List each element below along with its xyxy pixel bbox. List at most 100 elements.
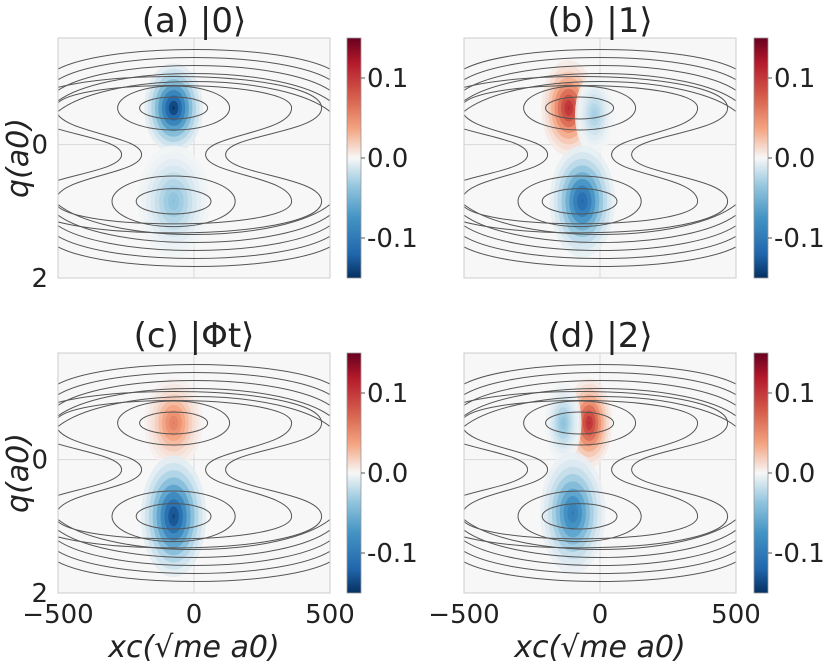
contour-outer-bottom-2 [58, 550, 330, 574]
subplot-title: (a) |0⟩ [142, 1, 247, 41]
density-level [172, 199, 176, 204]
plot-area [464, 353, 736, 593]
contour-outer-bottom-5 [464, 203, 736, 235]
plot-area [58, 353, 330, 593]
contour-well-bottom-2 [517, 175, 642, 228]
contour-outer-bottom-2 [464, 235, 736, 259]
density-level [571, 510, 575, 516]
colorbar-gradient [347, 353, 361, 593]
subplot-title: (d) |2⟩ [547, 316, 652, 356]
density-level [172, 106, 175, 110]
contour-hourglass-1 [464, 85, 699, 225]
contour-outer-top-3 [464, 65, 736, 92]
contour-outer-bottom-2 [58, 235, 330, 259]
contour-hourglass-1 [58, 400, 293, 540]
potential-contours [58, 364, 330, 582]
contour-outer-bottom-4 [58, 214, 330, 243]
colorbar-tick-label: 0.0 [367, 459, 408, 489]
contour-outer-bottom-3 [464, 539, 736, 566]
colorbar-tick-label: 0.1 [774, 379, 815, 409]
x-axis-label: xc(√me a0) [513, 630, 685, 665]
contour-outer-bottom-5 [464, 518, 736, 550]
x-tick-label: −500 [428, 600, 499, 630]
contour-hourglass-2 [58, 76, 323, 234]
subplot-title: (b) |1⟩ [547, 1, 652, 41]
y-axis-label: q(a0) [1, 433, 36, 513]
contour-outer-top-5 [58, 396, 330, 428]
contour-well-top-1 [139, 411, 209, 435]
contour-well-bottom-2 [517, 490, 642, 543]
colorbar-tick-label: 0.1 [367, 379, 408, 409]
subplot-a: (a) |0⟩ 0 2 q(a0) 0.1 0.0 -0.1 [1, 1, 418, 294]
y-axis-label: q(a0) [1, 118, 36, 198]
contour-outer-bottom-1 [464, 246, 736, 267]
contour-hourglass-2 [58, 391, 323, 549]
contour-outer-top-1 [464, 364, 736, 385]
contour-outer-top-2 [58, 57, 330, 81]
contour-outer-bottom-1 [464, 561, 736, 582]
colorbar-tick-label: -0.1 [774, 224, 825, 254]
contour-well-bottom-1 [135, 503, 212, 530]
contour-outer-bottom-3 [464, 224, 736, 251]
contour-outer-top-3 [464, 380, 736, 407]
contour-outer-bottom-1 [58, 246, 330, 267]
plot-area [464, 38, 736, 278]
colorbar-gradient [754, 38, 768, 278]
contour-outer-top-1 [464, 49, 736, 70]
colorbar-tick-label: -0.1 [367, 539, 418, 569]
subplot-d: (d) |2⟩ −500 0 500 xc(√me a0) 0.1 0.0 -0.1 [428, 316, 824, 665]
density-level [567, 106, 570, 110]
contour-well-bottom-2 [111, 175, 236, 228]
axes-frame [57, 37, 331, 279]
contour-hourglass-1 [464, 400, 699, 540]
contour-well-bottom-1 [541, 188, 618, 215]
density-level [172, 421, 175, 425]
contour-well-top-1 [139, 96, 209, 120]
contour-outer-bottom-3 [58, 224, 330, 251]
contour-outer-bottom-4 [58, 529, 330, 558]
colorbar-tick-label: 0.0 [367, 144, 408, 174]
colorbar-tick-label: -0.1 [774, 539, 825, 569]
y-tick-label: 0 [31, 446, 48, 476]
contour-outer-bottom-5 [58, 518, 330, 550]
colorbar: 0.1 0.0 -0.1 [346, 37, 418, 279]
contour-hourglass-1 [58, 85, 293, 225]
colorbar: 0.1 0.0 -0.1 [346, 352, 418, 594]
contour-well-top-1 [545, 411, 615, 435]
x-tick-label: 500 [711, 600, 761, 630]
axes-frame [57, 352, 331, 594]
contour-outer-top-5 [464, 81, 736, 113]
contour-outer-top-5 [58, 81, 330, 113]
plot-area [58, 38, 330, 278]
contour-outer-top-2 [464, 57, 736, 81]
contour-outer-top-4 [58, 73, 330, 102]
contour-outer-bottom-1 [58, 561, 330, 582]
contour-outer-top-2 [58, 372, 330, 396]
y-tick-label: 2 [31, 579, 48, 609]
colorbar: 0.1 0.0 -0.1 [753, 37, 825, 279]
contour-hourglass-2 [464, 76, 729, 234]
colorbar-tick-label: 0.0 [774, 459, 815, 489]
density-level [588, 421, 591, 425]
contour-well-top-1 [545, 96, 615, 120]
contour-outer-bottom-4 [464, 214, 736, 243]
contour-hourglass-2 [464, 391, 729, 549]
contour-well-bottom-1 [541, 503, 618, 530]
contour-outer-bottom-4 [464, 529, 736, 558]
axes-frame [463, 37, 737, 279]
x-axis-label: xc(√me a0) [107, 630, 279, 665]
colorbar-tick-label: 0.1 [367, 64, 408, 94]
contour-outer-top-3 [58, 65, 330, 92]
subplot-c: (c) |Φt⟩ 0 2−500 0 500 q(a0) xc(√me a0) 0.1 0.0 -… [1, 316, 418, 665]
contour-outer-top-1 [58, 49, 330, 70]
colorbar-tick-label: 0.1 [774, 64, 815, 94]
x-tick-label: 0 [186, 600, 203, 630]
subplot-b: (b) |1⟩ 0.1 0.0 -0.1 [463, 1, 825, 279]
density-level [580, 199, 584, 204]
axes-frame [463, 352, 737, 594]
y-tick-label: 0 [31, 131, 48, 161]
colorbar: 0.1 0.0 -0.1 [753, 352, 825, 594]
colorbar-gradient [347, 38, 361, 278]
contour-outer-top-4 [464, 388, 736, 417]
contour-well-bottom-2 [111, 490, 236, 543]
